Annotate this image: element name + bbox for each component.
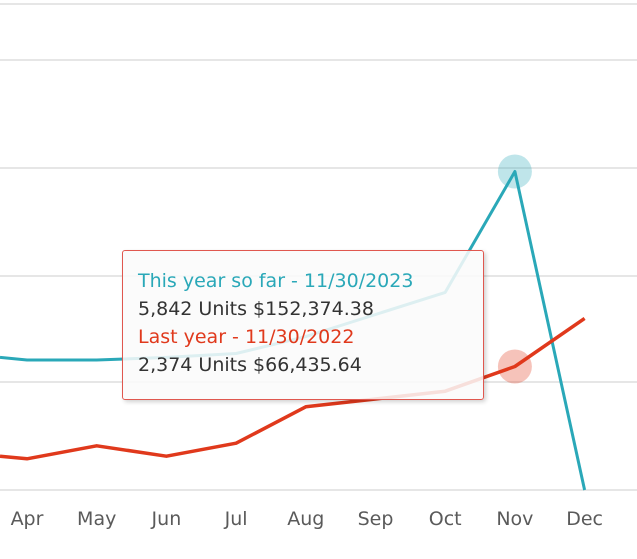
- tooltip-last-year-title: Last year - 11/30/2022: [138, 326, 355, 348]
- x-tick-label-dec: Dec: [566, 508, 603, 530]
- hover-markers: [497, 154, 532, 384]
- x-tick-label-jul: Jul: [224, 508, 248, 530]
- x-tick-label-aug: Aug: [287, 508, 324, 530]
- tooltip-this-year-title: This year so far - 11/30/2023: [138, 270, 414, 292]
- x-tick-label-may: May: [77, 508, 116, 530]
- x-tick-label-nov: Nov: [496, 508, 533, 530]
- x-tick-label-jun: Jun: [151, 508, 182, 530]
- x-tick-label-oct: Oct: [429, 508, 462, 530]
- grid-lines: [0, 3, 637, 491]
- last-year-line-hover-marker: [497, 349, 532, 384]
- tooltip-last-year-values: 2,374 Units $66,435.64: [138, 354, 362, 376]
- tooltip-this-year-values: 5,842 Units $152,374.38: [138, 298, 374, 320]
- this-year-line-hover-marker: [497, 154, 532, 189]
- x-axis-tick-labels: Apr May Jun Jul Aug Sep Oct Nov Dec: [11, 508, 603, 530]
- x-tick-label-sep: Sep: [358, 508, 394, 530]
- hover-tooltip: This year so far - 11/30/2023 5,842 Unit…: [122, 250, 484, 400]
- x-tick-label-apr: Apr: [11, 508, 44, 530]
